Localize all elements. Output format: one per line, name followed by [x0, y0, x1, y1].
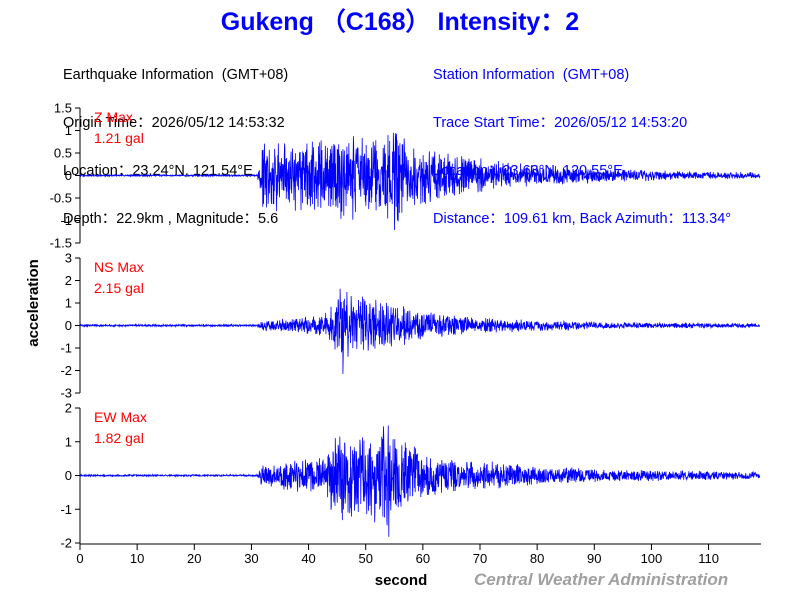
- y-tick-label-ns: -1: [60, 341, 72, 356]
- y-axis-label: acceleration: [25, 259, 42, 347]
- y-tick-label-ns: 3: [65, 251, 72, 266]
- depth-magnitude: Depth：22.9km , Magnitude：5.6: [63, 211, 279, 227]
- y-tick-label-ns: 1: [65, 296, 72, 311]
- y-tick-label-ew: -2: [60, 536, 72, 551]
- y-tick-label-ew: 2: [65, 401, 72, 416]
- y-tick-label-z: 1.5: [54, 101, 72, 116]
- x-tick-label: 0: [76, 551, 83, 566]
- trace-z: [79, 132, 761, 230]
- station-info-header: Station Information (GMT+08): [433, 67, 630, 83]
- distance-azimuth: Distance：109.61 km, Back Azimuth：113.34°: [433, 211, 732, 227]
- chart-title: Gukeng （C168） Intensity：2: [220, 8, 580, 36]
- y-tick-label-ew: -1: [60, 502, 72, 517]
- y-tick-label-ew: 1: [65, 434, 72, 449]
- x-tick-label: 70: [473, 551, 487, 566]
- earthquake-info-header: Earthquake Information (GMT+08): [63, 67, 289, 83]
- x-tick-label: 30: [244, 551, 258, 566]
- x-axis-label: second: [375, 572, 428, 589]
- y-tick-label-z: -0.5: [50, 191, 72, 206]
- panel-max-z: 1.21 gal: [94, 130, 144, 146]
- x-tick-label: 90: [587, 551, 601, 566]
- x-tick-label: 10: [130, 551, 144, 566]
- trace-ns: [79, 288, 761, 374]
- panel-label-ns: NS Max: [94, 259, 144, 275]
- agency-footer: Central Weather Administration: [474, 570, 729, 589]
- y-tick-label-z: 0: [65, 168, 72, 183]
- y-tick-label-z: -1: [60, 213, 72, 228]
- panel-label-ew: EW Max: [94, 409, 147, 425]
- y-tick-label-ns: -2: [60, 363, 72, 378]
- x-tick-label: 80: [530, 551, 544, 566]
- y-tick-label-z: 0.5: [54, 146, 72, 161]
- origin-time: Origin Time：2026/05/12 14:53:32: [63, 115, 285, 131]
- panel-max-ns: 2.15 gal: [94, 280, 144, 296]
- x-tick-label: 40: [301, 551, 315, 566]
- x-tick-label: 60: [416, 551, 430, 566]
- x-tick-label: 50: [358, 551, 372, 566]
- y-tick-label-ns: 2: [65, 273, 72, 288]
- y-tick-label-ns: 0: [65, 318, 72, 333]
- x-tick-label: 110: [698, 551, 719, 566]
- trace-start-time: Trace Start Time：2026/05/12 14:53:20: [433, 115, 688, 131]
- panel-label-z: Z Max: [94, 109, 133, 125]
- x-tick-label: 20: [187, 551, 201, 566]
- trace-ew: [79, 425, 761, 537]
- y-tick-label-ns: -3: [60, 386, 72, 401]
- panel-max-ew: 1.82 gal: [94, 430, 144, 446]
- y-tick-label-ew: 0: [65, 468, 72, 483]
- y-tick-label-z: 1: [65, 123, 72, 138]
- x-tick-label: 100: [641, 551, 663, 566]
- y-tick-label-z: -1.5: [50, 236, 72, 251]
